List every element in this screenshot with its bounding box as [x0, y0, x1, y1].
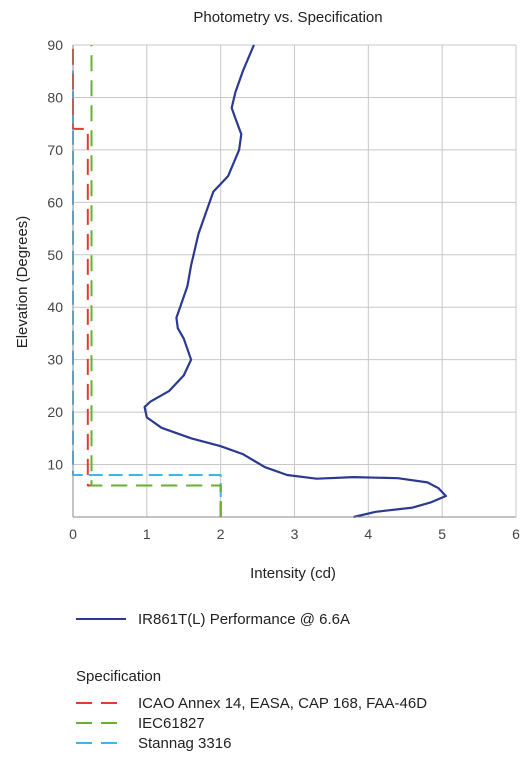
x-tick-label: 0: [69, 526, 77, 542]
x-tick-label: 4: [364, 526, 372, 542]
axes: [72, 45, 517, 518]
x-axis-label: Intensity (cd): [250, 565, 336, 582]
x-tick-label: 5: [438, 526, 446, 542]
legend-label: IEC61827: [138, 715, 205, 732]
y-tick-label: 10: [47, 457, 63, 473]
legend-heading: Specification: [76, 668, 161, 685]
legend-label: Stannag 3316: [138, 735, 231, 752]
x-tick-label: 6: [512, 526, 520, 542]
y-tick-label: 70: [47, 142, 63, 158]
series-line-0: [143, 44, 447, 519]
legend-label: IR861T(L) Performance @ 6.6A: [138, 611, 350, 628]
x-tick-label: 3: [291, 526, 299, 542]
legend: IR861T(L) Performance @ 6.6A Specificatio…: [76, 611, 427, 752]
y-axis-label: Elevation (Degrees): [14, 216, 31, 349]
series-line-2: [90, 45, 222, 517]
grid: [73, 44, 517, 517]
y-tick-label: 90: [47, 37, 63, 53]
y-tick-label: 30: [47, 352, 63, 368]
legend-label: ICAO Annex 14, EASA, CAP 168, FAA-46D: [138, 695, 427, 712]
chart-title: Photometry vs. Specification: [193, 9, 382, 26]
y-tick-label: 20: [47, 404, 63, 420]
y-tick-label: 40: [47, 299, 63, 315]
y-tick-label: 50: [47, 247, 63, 263]
y-tick-label: 80: [47, 89, 63, 105]
y-tick-label: 60: [47, 194, 63, 210]
tick-labels: 0 1 2 3 4 5 6 10 20 30 40 50 60 70 80 90: [47, 37, 520, 542]
x-tick-label: 2: [217, 526, 225, 542]
x-tick-label: 1: [143, 526, 151, 542]
